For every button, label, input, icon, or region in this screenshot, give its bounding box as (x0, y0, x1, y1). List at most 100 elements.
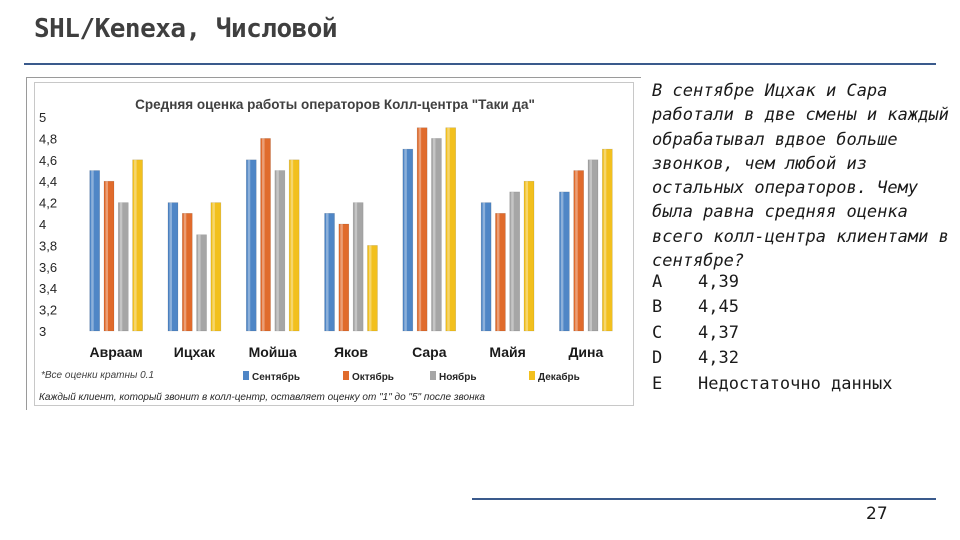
bar-highlight (198, 234, 201, 331)
bar-1 (559, 191, 570, 332)
bar-4 (132, 159, 143, 332)
question-text: В сентябре Ицхак и Сара работали в две с… (652, 79, 952, 273)
option-d[interactable]: D 4,32 (652, 346, 892, 371)
bar-2 (416, 127, 428, 332)
bar-highlight (247, 159, 251, 331)
bar-1 (89, 170, 100, 332)
bar-highlight (276, 170, 279, 331)
bar-4 (445, 127, 457, 332)
x-category-label: Мойша (249, 344, 297, 360)
y-tick-label: 4,8 (39, 131, 57, 146)
bar-highlight (290, 159, 294, 331)
bar-2 (103, 180, 115, 332)
option-a[interactable]: A 4,39 (652, 270, 892, 295)
option-text: 4,45 (698, 297, 739, 318)
y-tick-label: 4,4 (39, 174, 57, 189)
option-c[interactable]: C 4,37 (652, 321, 892, 346)
bar-highlight (134, 159, 137, 331)
bar-2 (573, 170, 585, 332)
option-letter: A (652, 272, 663, 292)
footer-divider (472, 498, 936, 500)
bar-2 (338, 223, 350, 332)
x-category-label: Дина (568, 344, 603, 360)
answer-options: A 4,39 B 4,45 C 4,37 D 4,32 E Недостаточ… (652, 270, 892, 397)
bar-4 (523, 180, 535, 332)
question-paragraph: В сентябре Ицхак и Сара работали в две с… (652, 81, 949, 272)
legend-label: Октябрь (352, 371, 394, 383)
bar-1 (324, 213, 335, 332)
bar-highlight (354, 202, 358, 331)
bar-highlight (183, 213, 187, 331)
option-e[interactable]: E Недостаточно данных (652, 372, 892, 397)
bar-highlight (119, 202, 123, 331)
option-letter: D (652, 348, 663, 369)
option-text: 4,39 (698, 272, 739, 292)
bar-highlight (368, 245, 372, 331)
bar-highlight (447, 127, 450, 331)
bar-highlight (589, 159, 593, 331)
bar-1 (402, 148, 414, 332)
bar-1 (167, 202, 179, 332)
bar-highlight (212, 202, 215, 331)
legend-swatch (343, 371, 349, 380)
legend-swatch (529, 371, 535, 380)
bar-highlight (511, 191, 514, 331)
bar-highlight (91, 170, 94, 331)
y-tick-label: 3 (39, 324, 46, 339)
bar-3 (196, 234, 207, 332)
y-tick-label: 3,4 (39, 281, 57, 296)
bar-3 (431, 138, 442, 332)
bar-highlight (404, 149, 407, 331)
x-category-label: Авраам (90, 344, 143, 360)
option-b[interactable]: B 4,45 (652, 295, 892, 320)
x-category-label: Яков (334, 344, 368, 360)
y-tick-label: 5 (39, 110, 46, 125)
option-text: 4,37 (698, 322, 739, 343)
bar-highlight (340, 224, 343, 331)
option-letter: E (652, 373, 663, 394)
bar-2 (495, 213, 506, 332)
chart-title: Средняя оценка работы операторов Колл-це… (135, 97, 535, 112)
bar-4 (367, 245, 378, 332)
bar-highlight (326, 213, 329, 331)
bar-highlight (262, 138, 265, 331)
legend-label: Сентябрь (252, 371, 300, 383)
legend-swatch (243, 371, 249, 380)
bar-highlight (496, 213, 500, 331)
bar-3 (587, 159, 599, 332)
chart-footnote: *Все оценки кратны 0.1 (41, 370, 154, 381)
bar-3 (274, 170, 286, 332)
bar-highlight (169, 202, 172, 331)
x-category-label: Майя (489, 344, 525, 360)
slide-title: SHL/Kenexa, Числовой (34, 14, 338, 44)
bar-4 (210, 202, 222, 332)
bar-highlight (105, 181, 108, 331)
bar-chart: Средняя оценка работы операторов Колл-це… (39, 97, 613, 403)
bar-3 (352, 202, 364, 332)
bar-4 (602, 148, 613, 332)
y-tick-label: 3,8 (39, 238, 57, 253)
bar-highlight (560, 191, 564, 331)
page-number: 27 (866, 504, 888, 524)
bar-highlight (432, 138, 436, 331)
chart-container: Средняя оценка работы операторов Колл-це… (34, 82, 634, 406)
x-category-label: Ицхак (174, 344, 216, 360)
title-divider (24, 63, 936, 65)
option-text: Недостаточно данных (698, 373, 893, 394)
bar-highlight (482, 202, 486, 331)
bar-highlight (575, 170, 578, 331)
bar-1 (480, 202, 492, 332)
bar-2 (181, 213, 193, 332)
legend-label: Ноябрь (439, 371, 476, 383)
x-category-label: Сара (412, 344, 447, 360)
option-letter: C (652, 322, 663, 343)
chart-caption: Каждый клиент, который звонит в колл-цен… (39, 392, 485, 403)
y-tick-label: 3,2 (39, 303, 57, 318)
bar-4 (288, 159, 300, 332)
y-tick-label: 4,2 (39, 196, 57, 211)
y-tick-label: 4,6 (39, 153, 57, 168)
option-text: 4,32 (698, 348, 739, 369)
option-letter: B (652, 297, 663, 318)
y-tick-label: 3,6 (39, 260, 57, 275)
bar-3 (117, 202, 129, 332)
